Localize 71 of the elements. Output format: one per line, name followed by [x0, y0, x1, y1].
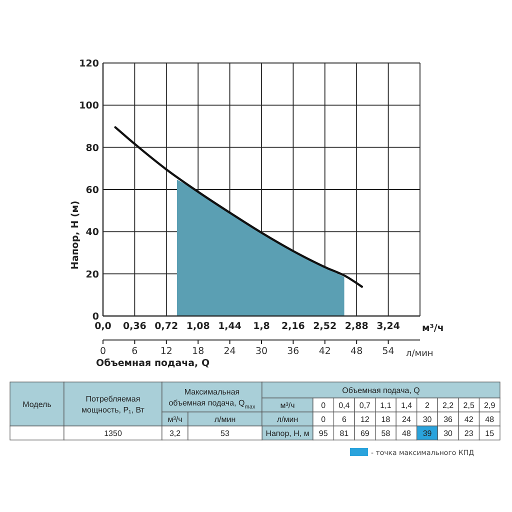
y-tick-label: 80: [86, 142, 100, 154]
text: 0,4: [338, 401, 350, 410]
x-tick-label: 0,0: [94, 321, 112, 332]
text: 0,7: [359, 401, 372, 410]
x-tick-label: 2,52: [313, 321, 337, 332]
x-tick-label: 2,16: [281, 321, 306, 332]
text: 3,2: [169, 429, 182, 438]
x-tick-label: 2,88: [344, 321, 369, 332]
text: Максимальная объемная подача, Q$_{max}$: [168, 388, 256, 410]
x2-tick-label: 48: [350, 346, 363, 357]
text: 48: [402, 429, 412, 438]
x2-tick-label: 0: [100, 346, 106, 357]
y-tick-label: 20: [86, 269, 100, 280]
text: 95: [318, 429, 328, 438]
text: 36: [444, 415, 454, 424]
text: л/мин: [214, 415, 236, 424]
text: 2,9: [484, 401, 496, 410]
text: Модель: [22, 400, 52, 409]
text: 30: [422, 415, 432, 424]
text: 53: [220, 429, 230, 438]
x2-axis-title: л/мин: [406, 349, 434, 359]
x-axis-title: Объемная подача, Q: [96, 358, 210, 369]
x2-tick-label: 30: [255, 346, 268, 357]
y-tick-label: 60: [86, 185, 100, 196]
text: 42: [464, 415, 474, 424]
y-axis-title: Напор, Н (м): [70, 200, 81, 270]
text: 48: [485, 415, 495, 424]
text: Напор, Н, м: [266, 429, 310, 438]
x2-tick-label: 6: [132, 346, 138, 357]
text: 18: [381, 415, 391, 424]
text: м³/ч: [168, 415, 182, 424]
x2-tick-label: 54: [382, 346, 394, 357]
text: 30: [444, 429, 454, 438]
x2-tick-label: 24: [224, 346, 236, 357]
text: 1,4: [400, 401, 413, 410]
text: 1350: [104, 429, 122, 438]
x-tick-label: 1,8: [253, 321, 270, 332]
x-tick-label: 1,44: [218, 321, 242, 332]
text: 0: [321, 415, 326, 424]
text: 6: [342, 415, 347, 424]
x2-tick-label: 42: [318, 346, 331, 357]
x-tick-label: 0,36: [122, 321, 147, 332]
y-tick-label: 0: [92, 312, 100, 322]
y-tick-label: 100: [79, 100, 100, 112]
text: 81: [340, 429, 350, 438]
text: л/мин: [276, 415, 298, 424]
text: 58: [381, 429, 391, 438]
text: 2,5: [463, 401, 475, 410]
x-tick-label: 1,08: [186, 321, 210, 332]
text: м³/ч: [280, 401, 295, 410]
text: 39: [422, 429, 432, 438]
x-tick-label: 0,72: [154, 321, 178, 332]
text: 15: [485, 429, 495, 438]
line-series: [114, 126, 363, 288]
text: 69: [360, 429, 370, 438]
text: 24: [402, 415, 412, 424]
y-tick-label: 40: [86, 227, 100, 238]
text: Потребляемая мощность, P₁, Вт: [82, 394, 145, 414]
text: 23: [464, 429, 474, 438]
x2-tick-label: 18: [192, 346, 204, 357]
y-tick-label: 120: [79, 58, 100, 70]
text: Объемная подача, Q: [342, 386, 420, 395]
text: 0: [321, 401, 326, 410]
text: м³/ч: [422, 323, 444, 334]
x-tick-label: 3,24: [376, 321, 400, 332]
text: 1,1: [380, 401, 392, 410]
x2-tick-label: 36: [287, 346, 300, 357]
text: 2,2: [442, 401, 454, 410]
x2-tick-label: 12: [160, 346, 172, 357]
text: 12: [360, 415, 370, 424]
text: 2: [425, 401, 430, 410]
